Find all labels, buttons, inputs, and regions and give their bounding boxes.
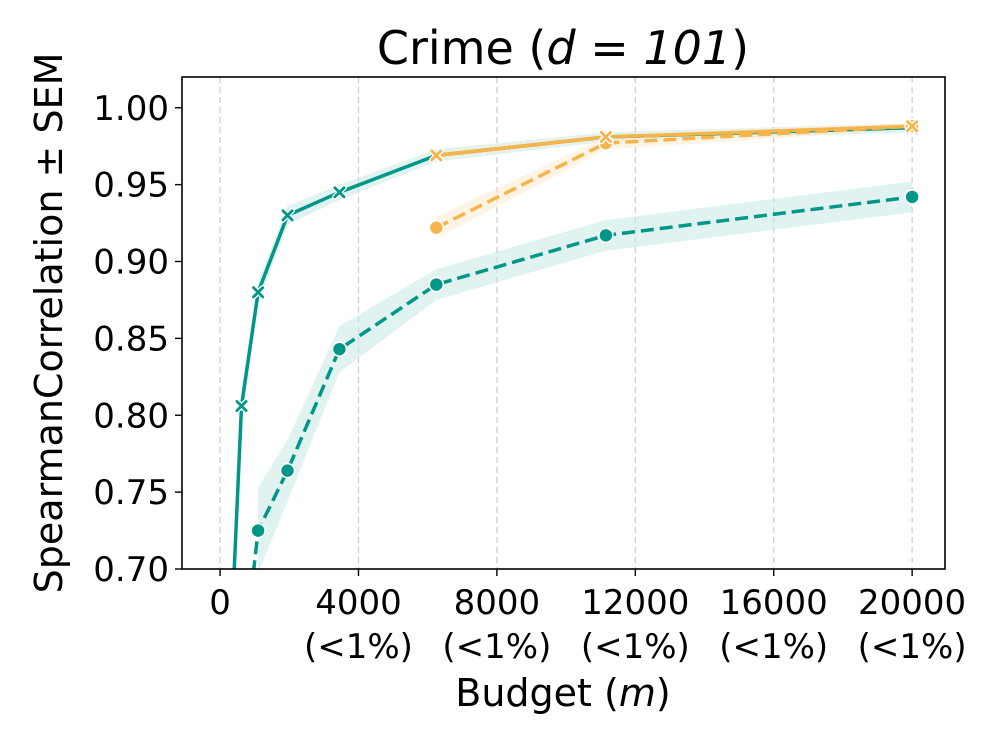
y-tick-label: 0.90: [93, 243, 169, 283]
sem-band-1: [258, 181, 913, 569]
x-tick-label: 12000: [581, 583, 689, 623]
data-point: [428, 219, 445, 236]
x-tick-sublabel: (<1%): [304, 627, 413, 667]
data-point: [279, 462, 296, 479]
sem-band-2: [241, 123, 913, 422]
data-point: [598, 129, 614, 145]
data-point: [904, 118, 920, 134]
series-layer: [232, 118, 920, 569]
data-point: [332, 184, 347, 200]
y-tick-label: 1.00: [93, 89, 169, 129]
x-tick-sublabel: (<1%): [442, 627, 551, 667]
x-tick-sublabel: (<1%): [719, 627, 828, 667]
data-point: [250, 522, 266, 539]
data-point-mark: [599, 130, 612, 143]
data-point: [234, 398, 249, 414]
data-point: [250, 284, 266, 300]
y-tick-label: 0.70: [93, 550, 169, 590]
data-point-mark: [430, 149, 443, 162]
data-point: [428, 276, 445, 293]
data-point-mark: [252, 286, 265, 299]
data-point: [428, 148, 444, 163]
x-tick-label: 4000: [315, 583, 402, 623]
x-axis-label: Budget (m): [455, 671, 670, 715]
chart-title: Crime (d = 101): [377, 21, 749, 75]
data-point-mark: [281, 209, 294, 222]
series-line-3: [435, 124, 913, 230]
y-tick-label: 0.95: [93, 166, 169, 206]
data-point-mark: [235, 400, 248, 413]
y-axis-label: SpearmanCorrelation ± SEM: [27, 53, 71, 594]
data-point: [280, 208, 295, 223]
y-tick-label: 0.75: [93, 473, 169, 513]
data-point: [331, 341, 348, 357]
plot-area: 0 4000(<1%)8000(<1%)12000(<1%)16000(<1%)2…: [93, 76, 967, 667]
data-point: [904, 189, 920, 205]
y-tick-label: 0.85: [93, 319, 169, 359]
x-tick-label: 20000: [858, 583, 966, 623]
x-tick-sublabel: (<1%): [858, 627, 967, 667]
data-point: [598, 227, 614, 244]
x-tick-sublabel: (<1%): [581, 627, 690, 667]
y-tick-label: 0.80: [93, 396, 169, 436]
axes-frame: [181, 76, 946, 570]
data-point-mark: [906, 120, 919, 133]
x-tick-label: 0: [209, 583, 231, 623]
x-tick-label: 8000: [454, 583, 541, 623]
data-point-mark: [333, 186, 346, 199]
x-tick-label: 16000: [720, 583, 828, 623]
